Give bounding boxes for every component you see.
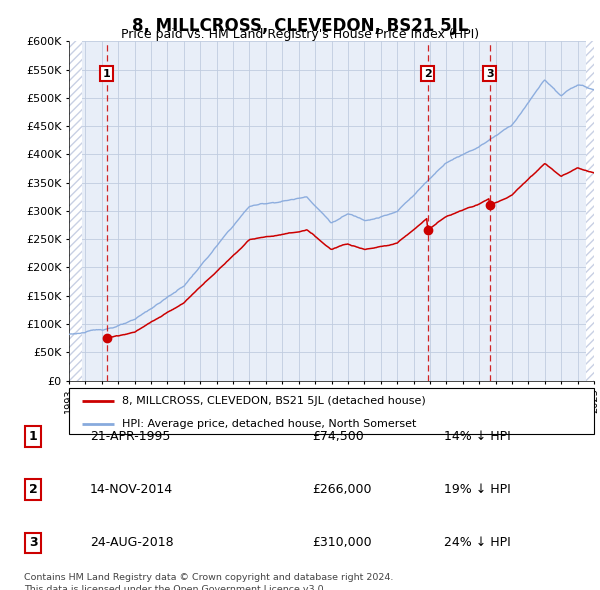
Text: 2: 2 xyxy=(424,68,431,78)
Text: 8, MILLCROSS, CLEVEDON, BS21 5JL: 8, MILLCROSS, CLEVEDON, BS21 5JL xyxy=(132,17,468,35)
Text: 24% ↓ HPI: 24% ↓ HPI xyxy=(444,536,511,549)
Text: Price paid vs. HM Land Registry's House Price Index (HPI): Price paid vs. HM Land Registry's House … xyxy=(121,28,479,41)
Bar xyxy=(69,41,82,381)
Text: 1: 1 xyxy=(103,68,110,78)
Text: £310,000: £310,000 xyxy=(312,536,371,549)
Text: 2: 2 xyxy=(29,483,37,496)
Text: 3: 3 xyxy=(486,68,494,78)
Text: 21-APR-1995: 21-APR-1995 xyxy=(90,430,170,443)
Text: £266,000: £266,000 xyxy=(312,483,371,496)
Text: 19% ↓ HPI: 19% ↓ HPI xyxy=(444,483,511,496)
Text: HPI: Average price, detached house, North Somerset: HPI: Average price, detached house, Nort… xyxy=(121,418,416,428)
Text: 14-NOV-2014: 14-NOV-2014 xyxy=(90,483,173,496)
Text: Contains HM Land Registry data © Crown copyright and database right 2024.
This d: Contains HM Land Registry data © Crown c… xyxy=(24,573,394,590)
Text: £74,500: £74,500 xyxy=(312,430,364,443)
Text: 8, MILLCROSS, CLEVEDON, BS21 5JL (detached house): 8, MILLCROSS, CLEVEDON, BS21 5JL (detach… xyxy=(121,395,425,405)
Text: 24-AUG-2018: 24-AUG-2018 xyxy=(90,536,173,549)
Text: 14% ↓ HPI: 14% ↓ HPI xyxy=(444,430,511,443)
Bar xyxy=(586,41,594,381)
Text: 1: 1 xyxy=(29,430,37,443)
Text: 3: 3 xyxy=(29,536,37,549)
